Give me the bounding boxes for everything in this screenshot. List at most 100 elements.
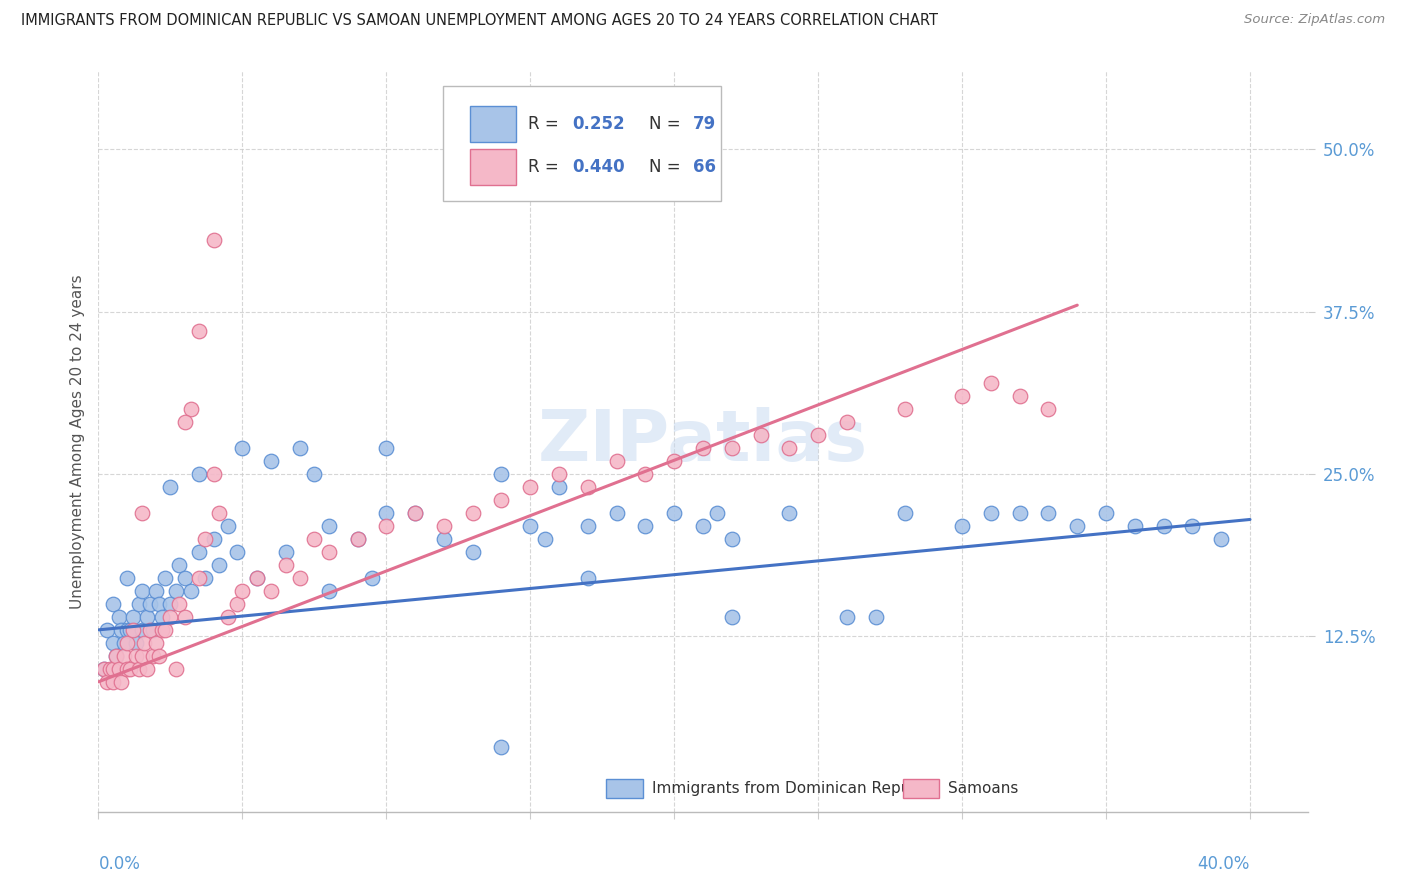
Point [548, 480, 571, 494]
Point [433, 519, 456, 533]
Point [173, 415, 195, 429]
Point [122, 610, 145, 624]
Point [304, 532, 326, 546]
Point [606, 454, 628, 468]
Point [491, 493, 513, 508]
Point [128, 662, 150, 676]
Point [188, 324, 211, 338]
Point [136, 610, 159, 624]
Point [107, 662, 129, 676]
Point [153, 571, 176, 585]
Point [131, 648, 153, 663]
Point [115, 662, 138, 676]
Point [835, 610, 858, 624]
FancyBboxPatch shape [606, 779, 643, 798]
Text: 0.440: 0.440 [572, 158, 626, 176]
Point [93, 662, 115, 676]
Point [150, 623, 173, 637]
Point [115, 636, 138, 650]
Point [159, 610, 181, 624]
Point [288, 441, 311, 455]
Point [104, 648, 127, 663]
Point [1181, 519, 1204, 533]
Point [202, 532, 225, 546]
Point [112, 648, 135, 663]
Point [318, 519, 340, 533]
Point [533, 532, 555, 546]
FancyBboxPatch shape [470, 149, 516, 185]
Point [950, 519, 973, 533]
Point [1008, 389, 1031, 403]
Point [101, 597, 124, 611]
Point [125, 636, 148, 650]
Text: Immigrants from Dominican Republic: Immigrants from Dominican Republic [652, 781, 938, 797]
Point [980, 376, 1002, 390]
Point [194, 532, 217, 546]
Point [893, 506, 915, 520]
Point [145, 636, 167, 650]
Point [576, 571, 599, 585]
Point [202, 233, 225, 247]
Point [136, 662, 159, 676]
Point [134, 636, 156, 650]
Point [96, 623, 118, 637]
Point [101, 662, 124, 676]
Point [217, 610, 239, 624]
Point [188, 467, 211, 481]
Y-axis label: Unemployment Among Ages 20 to 24 years: Unemployment Among Ages 20 to 24 years [69, 274, 84, 609]
Point [101, 674, 124, 689]
Point [145, 583, 167, 598]
Point [165, 662, 187, 676]
Point [1123, 519, 1146, 533]
Point [173, 610, 195, 624]
Point [159, 480, 181, 494]
Text: Samoans: Samoans [949, 781, 1019, 797]
Point [491, 739, 513, 754]
Point [778, 506, 800, 520]
Text: 40.0%: 40.0% [1198, 855, 1250, 872]
Point [375, 519, 398, 533]
Point [548, 467, 571, 481]
Point [98, 662, 121, 676]
Point [131, 506, 153, 520]
Point [692, 441, 714, 455]
Point [1066, 519, 1088, 533]
Point [720, 532, 742, 546]
Point [318, 545, 340, 559]
Point [128, 597, 150, 611]
Point [461, 506, 484, 520]
Point [188, 545, 211, 559]
Point [208, 558, 231, 572]
Point [404, 506, 426, 520]
Point [346, 532, 368, 546]
Point [692, 519, 714, 533]
Point [720, 441, 742, 455]
Point [950, 389, 973, 403]
Point [153, 623, 176, 637]
Point [142, 648, 165, 663]
Point [188, 571, 211, 585]
Text: 66: 66 [693, 158, 716, 176]
Point [576, 519, 599, 533]
Point [346, 532, 368, 546]
Text: R =: R = [527, 115, 564, 133]
Point [148, 648, 170, 663]
Point [165, 583, 187, 598]
Point [107, 610, 129, 624]
Point [115, 571, 138, 585]
Point [101, 636, 124, 650]
Text: R =: R = [527, 158, 564, 176]
Point [893, 402, 915, 417]
Point [139, 623, 162, 637]
Point [93, 662, 115, 676]
Text: N =: N = [648, 158, 686, 176]
Point [231, 583, 253, 598]
Point [246, 571, 269, 585]
Point [225, 597, 247, 611]
Point [142, 623, 165, 637]
Point [980, 506, 1002, 520]
Text: 0.252: 0.252 [572, 115, 626, 133]
Point [361, 571, 384, 585]
Point [274, 545, 297, 559]
Point [304, 467, 326, 481]
